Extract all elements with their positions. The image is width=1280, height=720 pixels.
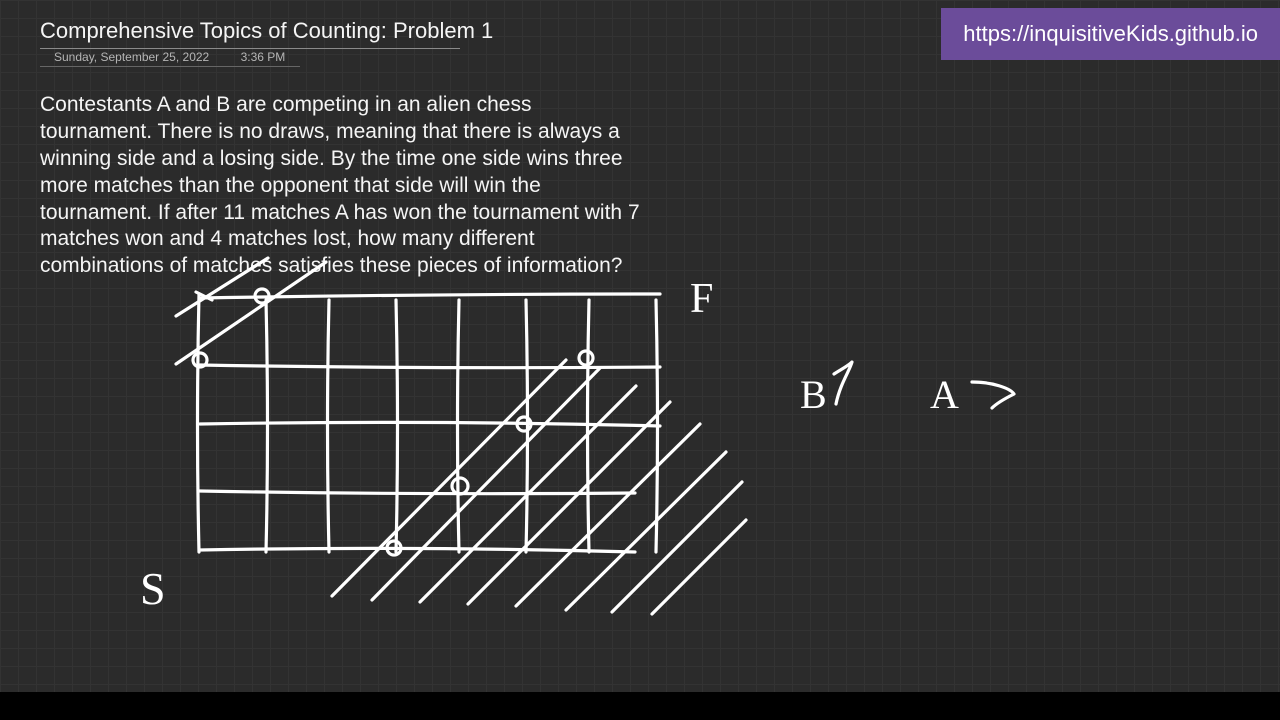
note-canvas: Comprehensive Topics of Counting: Proble… — [0, 0, 1280, 720]
meta-underline — [40, 66, 300, 67]
note-date: Sunday, September 25, 2022 — [54, 50, 209, 64]
problem-text: Contestants A and B are competing in an … — [40, 92, 640, 280]
note-time: 3:36 PM — [241, 50, 286, 64]
bottom-letterbox — [0, 692, 1280, 720]
url-banner[interactable]: https://inquisitiveKids.github.io — [941, 8, 1280, 60]
url-banner-text: https://inquisitiveKids.github.io — [963, 21, 1258, 47]
title-underline — [40, 48, 460, 49]
note-meta: Sunday, September 25, 2022 3:36 PM — [54, 50, 285, 64]
page-title: Comprehensive Topics of Counting: Proble… — [40, 18, 493, 44]
